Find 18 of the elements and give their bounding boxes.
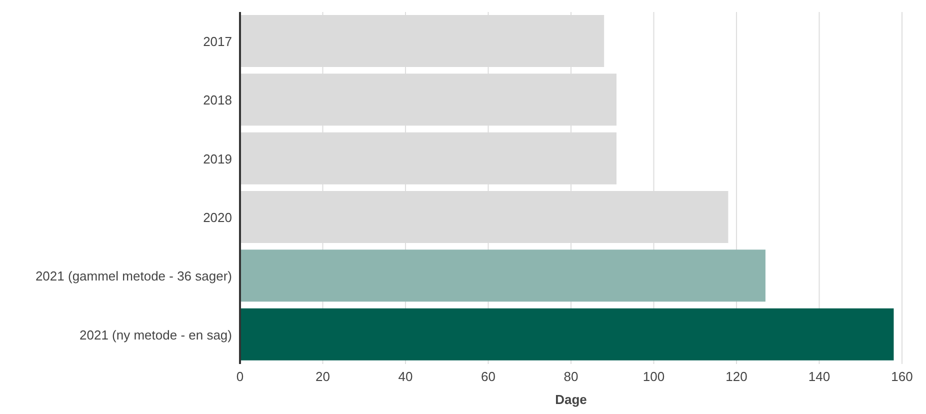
y-tick-label: 2019	[203, 151, 232, 166]
x-tick-label: 60	[481, 369, 496, 384]
bar	[240, 308, 894, 360]
x-tick-label: 100	[642, 369, 665, 384]
bar	[240, 250, 766, 302]
x-axis-title: Dage	[555, 392, 587, 407]
y-tick-label: 2018	[203, 92, 232, 108]
x-tick-label: 20	[316, 369, 330, 384]
x-tick-label: 160	[891, 369, 913, 384]
x-tick-label: 140	[808, 369, 830, 384]
y-tick-label: 2020	[203, 210, 232, 225]
x-tick-label: 40	[398, 369, 413, 384]
y-tick-label: 2021 (ny metode - en sag)	[80, 327, 232, 342]
x-tick-label: 0	[236, 369, 244, 384]
x-tick-label: 80	[564, 369, 578, 384]
y-tick-label: 2021 (gammel metode - 36 sager)	[35, 268, 232, 284]
y-tick-label: 2017	[203, 34, 232, 49]
x-tick-label: 120	[726, 369, 748, 384]
